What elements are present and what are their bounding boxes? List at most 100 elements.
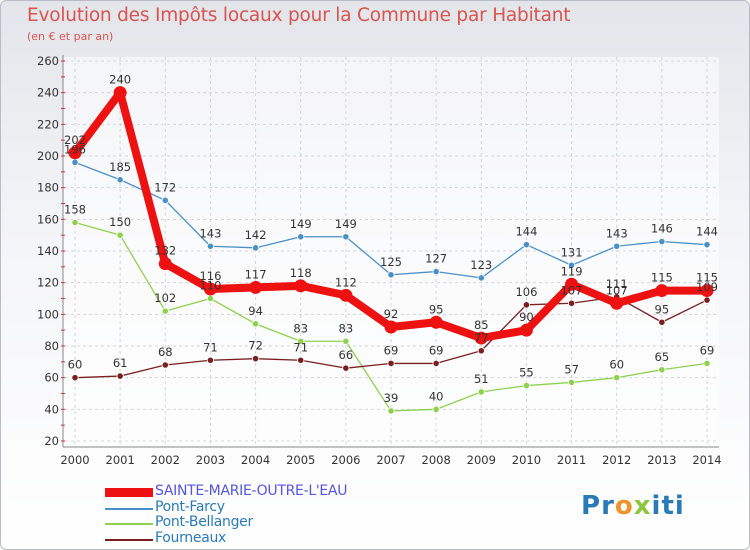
data-label: 132 bbox=[154, 244, 176, 258]
data-point bbox=[251, 355, 260, 363]
data-point-main bbox=[610, 296, 624, 310]
data-label: 111 bbox=[606, 277, 628, 291]
data-point bbox=[522, 381, 531, 390]
data-point bbox=[206, 294, 215, 303]
data-label: 92 bbox=[384, 307, 399, 321]
data-label: 202 bbox=[64, 133, 86, 147]
data-label: 144 bbox=[696, 225, 718, 239]
data-label: 149 bbox=[290, 217, 312, 231]
data-label: 95 bbox=[429, 302, 444, 316]
legend-swatch-fourneaux bbox=[105, 538, 153, 541]
data-label: 125 bbox=[380, 255, 402, 269]
y-tick-label: 20 bbox=[44, 434, 59, 448]
data-point bbox=[567, 378, 576, 387]
data-label: 118 bbox=[290, 266, 312, 280]
data-label: 185 bbox=[109, 160, 131, 174]
x-tick-label: 2012 bbox=[602, 453, 631, 467]
y-tick-label: 240 bbox=[37, 86, 59, 100]
data-label: 71 bbox=[293, 340, 308, 354]
data-point bbox=[161, 196, 169, 204]
y-tick-label: 40 bbox=[44, 402, 59, 416]
data-label: 144 bbox=[515, 225, 537, 239]
logo-letter: P bbox=[581, 491, 602, 521]
data-point-main bbox=[339, 288, 353, 302]
data-point bbox=[432, 359, 440, 368]
data-point bbox=[477, 347, 485, 355]
data-point bbox=[567, 261, 576, 269]
data-label: 102 bbox=[154, 291, 176, 305]
data-label: 115 bbox=[696, 271, 718, 285]
data-point bbox=[116, 372, 124, 380]
legend-label: Pont-Bellanger bbox=[155, 514, 253, 530]
y-tick-label: 180 bbox=[37, 181, 59, 195]
chart-title: Evolution des Impôts locaux pour la Comm… bbox=[27, 5, 571, 26]
logo-letter: t bbox=[661, 491, 675, 521]
y-tick-label: 200 bbox=[37, 149, 59, 163]
data-label: 143 bbox=[606, 226, 628, 240]
y-tick-label: 140 bbox=[37, 244, 59, 258]
data-label: 51 bbox=[474, 372, 489, 386]
data-point bbox=[522, 301, 531, 309]
data-point bbox=[477, 388, 485, 396]
data-point-main bbox=[68, 146, 82, 160]
data-label: 127 bbox=[425, 252, 447, 266]
legend-label: Pont-Farcy bbox=[155, 498, 225, 515]
data-label: 68 bbox=[158, 345, 173, 359]
data-point bbox=[71, 374, 79, 382]
y-tick-label: 60 bbox=[44, 371, 59, 385]
data-point bbox=[613, 374, 621, 382]
data-label: 72 bbox=[248, 339, 263, 353]
data-label: 142 bbox=[245, 228, 267, 242]
data-point bbox=[613, 242, 621, 250]
logo-letter: x bbox=[633, 491, 652, 521]
logo-letter: i bbox=[674, 491, 685, 521]
data-point bbox=[658, 237, 666, 246]
data-label: 57 bbox=[564, 362, 579, 376]
data-point-main bbox=[700, 284, 714, 298]
data-point bbox=[206, 242, 215, 250]
data-label: 69 bbox=[700, 343, 715, 357]
data-label: 240 bbox=[109, 73, 131, 87]
data-point bbox=[567, 299, 576, 307]
x-tick-label: 2003 bbox=[196, 453, 225, 467]
data-point-main bbox=[655, 284, 669, 298]
data-point bbox=[703, 296, 711, 304]
data-label: 94 bbox=[248, 304, 263, 318]
x-tick-label: 2006 bbox=[331, 453, 360, 467]
x-tick-label: 2009 bbox=[467, 453, 496, 467]
y-tick-label: 120 bbox=[37, 276, 59, 290]
data-point bbox=[387, 407, 395, 415]
chart-subtitle: (en € et par an) bbox=[27, 30, 114, 43]
data-point-main bbox=[519, 323, 533, 337]
data-label: 71 bbox=[203, 340, 218, 354]
data-point-main bbox=[158, 257, 172, 271]
data-point-main bbox=[384, 320, 398, 334]
x-tick-label: 2002 bbox=[151, 453, 180, 467]
legend-label: Fourneaux bbox=[155, 529, 227, 546]
data-point bbox=[703, 359, 711, 368]
data-label: 116 bbox=[199, 269, 221, 283]
data-label: 69 bbox=[384, 343, 399, 357]
x-tick-label: 2014 bbox=[692, 453, 721, 467]
data-label: 109 bbox=[696, 280, 718, 294]
data-label: 83 bbox=[339, 321, 354, 335]
data-point-main bbox=[565, 277, 579, 291]
data-point bbox=[342, 337, 350, 345]
data-label: 69 bbox=[429, 343, 444, 357]
data-point bbox=[206, 356, 215, 364]
data-point-main bbox=[429, 315, 443, 329]
data-label: 149 bbox=[335, 217, 357, 231]
data-point bbox=[658, 366, 666, 374]
data-label: 110 bbox=[199, 279, 221, 293]
legend-swatch-pont-bellanger bbox=[105, 523, 153, 525]
data-label: 107 bbox=[561, 283, 583, 297]
legend-swatch-main bbox=[105, 488, 153, 497]
data-point bbox=[161, 361, 169, 369]
data-point bbox=[297, 233, 305, 241]
data-label: 55 bbox=[519, 366, 534, 380]
logo-letter: o bbox=[614, 491, 634, 521]
data-point bbox=[71, 218, 79, 227]
data-label: 115 bbox=[651, 271, 673, 285]
